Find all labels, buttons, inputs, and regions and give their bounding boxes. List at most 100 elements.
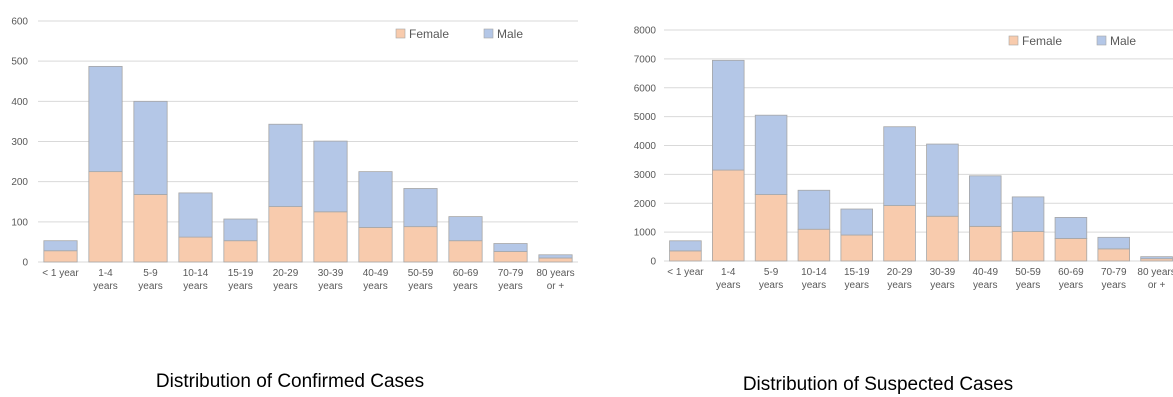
x-tick-label: or + bbox=[547, 281, 565, 292]
x-tick-label: years bbox=[408, 281, 432, 292]
x-tick-label: 70-79 bbox=[1101, 267, 1127, 278]
x-tick-label: years bbox=[453, 281, 477, 292]
bar-female bbox=[840, 234, 873, 262]
bar-female bbox=[1097, 248, 1130, 262]
y-tick-label: 6000 bbox=[634, 83, 657, 94]
bar-male bbox=[178, 192, 213, 238]
bar-male bbox=[358, 171, 393, 228]
x-tick-label: 15-19 bbox=[844, 267, 870, 278]
y-tick-label: 4000 bbox=[634, 141, 657, 152]
y-tick-label: 7000 bbox=[634, 54, 657, 65]
x-tick-label: years bbox=[759, 280, 783, 291]
y-tick-label: 5000 bbox=[634, 112, 657, 123]
x-tick-label: 20-29 bbox=[273, 268, 299, 279]
bar-male bbox=[840, 208, 873, 236]
bar-female bbox=[268, 206, 303, 263]
legend-label-male: Male bbox=[1110, 34, 1136, 48]
y-tick-label: 300 bbox=[11, 137, 28, 148]
bar-male bbox=[797, 189, 831, 230]
x-tick-label: 10-14 bbox=[183, 268, 209, 279]
bar-male bbox=[43, 240, 78, 252]
y-tick-label: 200 bbox=[11, 177, 28, 188]
x-tick-label: 15-19 bbox=[228, 268, 254, 279]
suspected-cases-caption: Distribution of Suspected Cases bbox=[742, 374, 1014, 395]
bar-female bbox=[712, 169, 745, 262]
y-tick-label: 3000 bbox=[634, 170, 657, 181]
x-tick-label: or + bbox=[1148, 280, 1166, 291]
y-tick-label: 0 bbox=[22, 258, 28, 269]
legend-label-male: Male bbox=[497, 27, 523, 41]
suspected-cases-chart: 0 1000 2000 3000 4000 5000 6000 7000 8000 < 1 yea… bbox=[634, 26, 1173, 291]
x-tick-label: < 1 year bbox=[42, 268, 79, 279]
bar-male bbox=[883, 126, 916, 206]
x-tick-label: years bbox=[1016, 280, 1040, 291]
bar-male bbox=[223, 218, 258, 242]
bar-female bbox=[538, 257, 573, 263]
bar-male bbox=[754, 114, 788, 195]
y-tick-label: 2000 bbox=[634, 199, 657, 210]
x-tick-label: years bbox=[973, 280, 997, 291]
x-tick-label: years bbox=[363, 281, 387, 292]
confirmed-cases-chart: 0 100 200 300 400 500 600 < 1 year 1-4 years 5-9 ye… bbox=[11, 17, 578, 292]
bar-female bbox=[669, 250, 702, 262]
bar-female bbox=[969, 225, 1002, 262]
x-tick-label: years bbox=[716, 280, 740, 291]
bar-male bbox=[669, 240, 702, 252]
bar-female bbox=[448, 240, 483, 263]
y-tick-label: 400 bbox=[11, 97, 28, 108]
x-tick-label: 5-9 bbox=[764, 267, 779, 278]
x-tick-label: 40-49 bbox=[363, 268, 389, 279]
bar-female bbox=[88, 171, 123, 263]
x-tick-label: 80 years bbox=[536, 268, 574, 279]
x-tick-label: 60-69 bbox=[453, 268, 479, 279]
x-tick-label: 50-59 bbox=[1015, 267, 1041, 278]
x-tick-label: years bbox=[845, 280, 869, 291]
bar-male bbox=[1011, 196, 1045, 232]
bar-female bbox=[797, 228, 831, 262]
x-tick-label: years bbox=[138, 281, 162, 292]
x-tick-label: 1-4 bbox=[721, 267, 736, 278]
bar-male bbox=[313, 140, 348, 213]
x-tick-label: years bbox=[228, 281, 252, 292]
bar-male bbox=[969, 175, 1002, 227]
x-tick-label: 5-9 bbox=[143, 268, 158, 279]
x-tick-label: years bbox=[887, 280, 911, 291]
x-tick-label: 60-69 bbox=[1058, 267, 1084, 278]
bar-female bbox=[883, 205, 916, 262]
bar-male bbox=[712, 59, 745, 171]
x-tick-label: 70-79 bbox=[498, 268, 524, 279]
bar-male bbox=[1054, 216, 1088, 239]
bar-male bbox=[926, 143, 959, 217]
bar-female bbox=[43, 250, 78, 263]
bar-male bbox=[538, 254, 573, 259]
bar-female bbox=[1054, 238, 1088, 262]
bar-male bbox=[133, 100, 168, 195]
bar-female bbox=[178, 236, 213, 263]
x-tick-label: 80 years bbox=[1137, 267, 1173, 278]
legend-label-female: Female bbox=[1022, 34, 1062, 48]
y-tick-label: 600 bbox=[11, 17, 28, 28]
bar-female bbox=[358, 227, 393, 263]
bar-female bbox=[926, 215, 959, 262]
bar-male bbox=[268, 123, 303, 207]
bar-male bbox=[88, 65, 123, 173]
bar-female bbox=[1011, 231, 1045, 262]
legend-swatch-male bbox=[1096, 35, 1107, 46]
y-tick-label: 8000 bbox=[634, 26, 657, 37]
x-tick-label: years bbox=[930, 280, 954, 291]
x-tick-label: 50-59 bbox=[408, 268, 434, 279]
bar-female bbox=[133, 194, 168, 263]
x-tick-label: 20-29 bbox=[887, 267, 913, 278]
bar-female bbox=[403, 226, 438, 263]
legend-swatch-male bbox=[483, 28, 494, 39]
x-tick-label: years bbox=[93, 281, 117, 292]
x-tick-label: 1-4 bbox=[98, 268, 113, 279]
bar-male bbox=[1097, 236, 1130, 250]
y-tick-label: 1000 bbox=[634, 228, 657, 239]
x-tick-label: 10-14 bbox=[801, 267, 827, 278]
bar-female bbox=[493, 251, 528, 263]
bar-male bbox=[493, 243, 528, 252]
bar-female bbox=[754, 194, 788, 262]
x-tick-label: years bbox=[273, 281, 297, 292]
x-tick-label: years bbox=[318, 281, 342, 292]
